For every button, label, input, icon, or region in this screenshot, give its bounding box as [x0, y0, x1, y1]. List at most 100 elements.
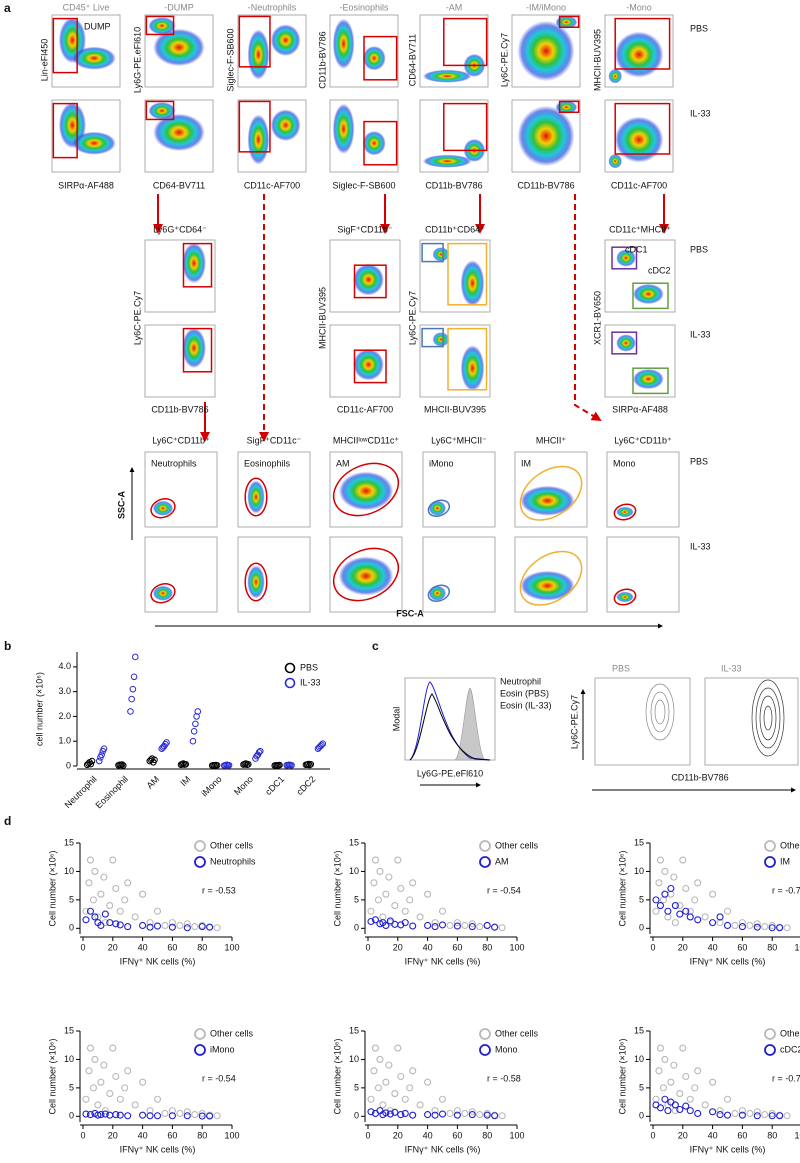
legend-label: Neutrophils — [210, 856, 256, 866]
x-axis-label: FSC-A — [396, 608, 424, 618]
data-point — [213, 924, 221, 932]
annotation: r = -0.53 — [202, 885, 236, 895]
data-point — [129, 685, 137, 693]
y-tick-label: 3.0 — [58, 686, 71, 696]
data-point — [652, 907, 660, 915]
population-name: Mono — [613, 458, 636, 468]
data-point — [183, 920, 191, 928]
population-name: Neutrophils — [151, 458, 197, 468]
data-point — [761, 1111, 769, 1119]
density-blob — [517, 20, 575, 82]
density-blob — [153, 28, 205, 67]
gate — [363, 120, 398, 166]
y-axis-label: Cell number (×10⁶) — [332, 1039, 342, 1115]
data-point — [305, 760, 312, 768]
density-blob — [338, 471, 394, 511]
data-point — [667, 1078, 675, 1086]
data-point — [385, 873, 393, 881]
data-point — [112, 920, 120, 928]
legend-marker — [479, 840, 491, 852]
density-blob — [460, 260, 485, 307]
plot-title: -AM — [446, 2, 463, 12]
data-point — [731, 1109, 739, 1118]
data-point — [163, 739, 170, 746]
data-point — [85, 1067, 93, 1075]
legend-label: Other cells — [210, 840, 254, 850]
data-point — [86, 856, 94, 864]
data-point — [112, 1072, 120, 1081]
data-point — [382, 921, 390, 930]
x-axis-label: CD11b-BV786 — [671, 772, 728, 782]
x-tick-label: 20 — [108, 1130, 118, 1140]
y-axis-label: Cell number (×10⁶) — [47, 1039, 57, 1115]
data-point — [370, 879, 378, 887]
data-point — [183, 924, 191, 932]
data-point — [367, 1108, 375, 1116]
x-axis-label: CD11b-BV786 — [425, 180, 482, 190]
y-axis-label: XCR1-BV650 — [592, 291, 602, 345]
data-point — [192, 720, 199, 728]
data-point — [87, 760, 95, 768]
population-name: iMono — [429, 458, 454, 468]
gate — [632, 367, 669, 395]
density-blob — [152, 500, 174, 516]
data-point — [183, 1112, 191, 1120]
gate — [182, 327, 213, 373]
y-axis-label: CD11b-BV786 — [317, 31, 327, 88]
data-point — [453, 919, 461, 927]
x-tick-label: 0 — [650, 942, 655, 952]
data-point — [168, 1107, 176, 1115]
data-point — [168, 923, 176, 931]
data-point — [461, 1109, 469, 1118]
y-tick-label: 5 — [639, 1082, 644, 1092]
data-point — [753, 923, 761, 931]
data-point — [416, 1101, 424, 1109]
data-point — [82, 907, 90, 915]
data-point — [768, 1112, 776, 1120]
data-point — [716, 919, 724, 927]
data-point — [256, 747, 264, 755]
data-point — [367, 907, 375, 915]
density-blob — [353, 263, 384, 296]
data-point — [162, 740, 169, 748]
data-point — [682, 884, 690, 893]
plot-title: MHCIIˡᵒʷCD11c⁺ — [333, 435, 399, 445]
data-point — [153, 1095, 162, 1103]
data-point — [198, 1109, 206, 1118]
plot-title: SigF⁺CD11b⁻ — [337, 224, 393, 234]
data-point — [118, 761, 126, 768]
density-blob — [633, 368, 664, 390]
legend-label: Other cells — [780, 840, 800, 850]
data-point — [661, 867, 669, 875]
annotation: r = -0.54 — [202, 1073, 236, 1083]
data-point — [671, 902, 679, 910]
x-tick-label: 60 — [452, 942, 462, 952]
gating-arrows — [129, 194, 669, 629]
gate — [558, 100, 580, 113]
data-point — [367, 1095, 375, 1103]
x-tick-label: Mono — [232, 774, 255, 797]
data-point — [86, 907, 94, 915]
data-point — [679, 1044, 687, 1052]
legend-marker — [764, 1028, 776, 1040]
x-tick-label: Neutrophil — [63, 774, 99, 810]
data-point — [768, 921, 776, 930]
x-axis-label: IFNγ⁺ NK cells (%) — [690, 1144, 766, 1154]
density-blob — [247, 480, 265, 514]
x-tick-label: 100 — [224, 942, 239, 952]
density-blob — [182, 242, 206, 284]
legend-label: iMono — [210, 1044, 235, 1054]
histogram-panel — [404, 677, 496, 788]
x-axis-label: IFNγ⁺ NK cells (%) — [405, 956, 481, 966]
x-tick-label: 80 — [767, 1130, 777, 1140]
data-point — [151, 756, 158, 764]
data-point — [679, 856, 687, 864]
x-tick-label: 80 — [197, 1130, 207, 1140]
condition-label: IL-33 — [690, 108, 711, 118]
density-blob — [608, 69, 622, 84]
data-point — [146, 923, 154, 931]
data-point — [109, 856, 117, 864]
data-point — [206, 923, 214, 931]
data-point — [709, 1078, 717, 1086]
